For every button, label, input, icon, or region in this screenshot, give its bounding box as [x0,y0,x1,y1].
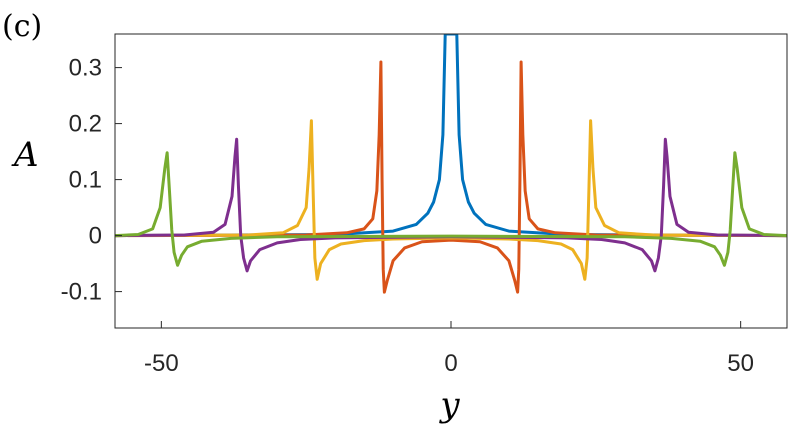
y-tick-label: 0 [89,223,102,250]
panel-label: (c) [2,9,42,44]
y-tick-label: 0.2 [69,111,102,138]
x-tick-label: 0 [444,350,457,377]
y-axis-label: A [11,135,39,175]
y-tick-label: -0.1 [61,279,102,306]
y-tick-label: 0.1 [69,167,102,194]
x-axis-label: y [438,385,460,425]
x-tick-label: -50 [144,350,179,377]
plot-area [115,34,787,328]
x-tick-label: 50 [727,350,754,377]
series-line-5 [115,151,787,267]
y-tick-label: 0.3 [69,55,102,82]
series-line-1 [115,34,787,238]
series-line-2 [115,60,787,294]
